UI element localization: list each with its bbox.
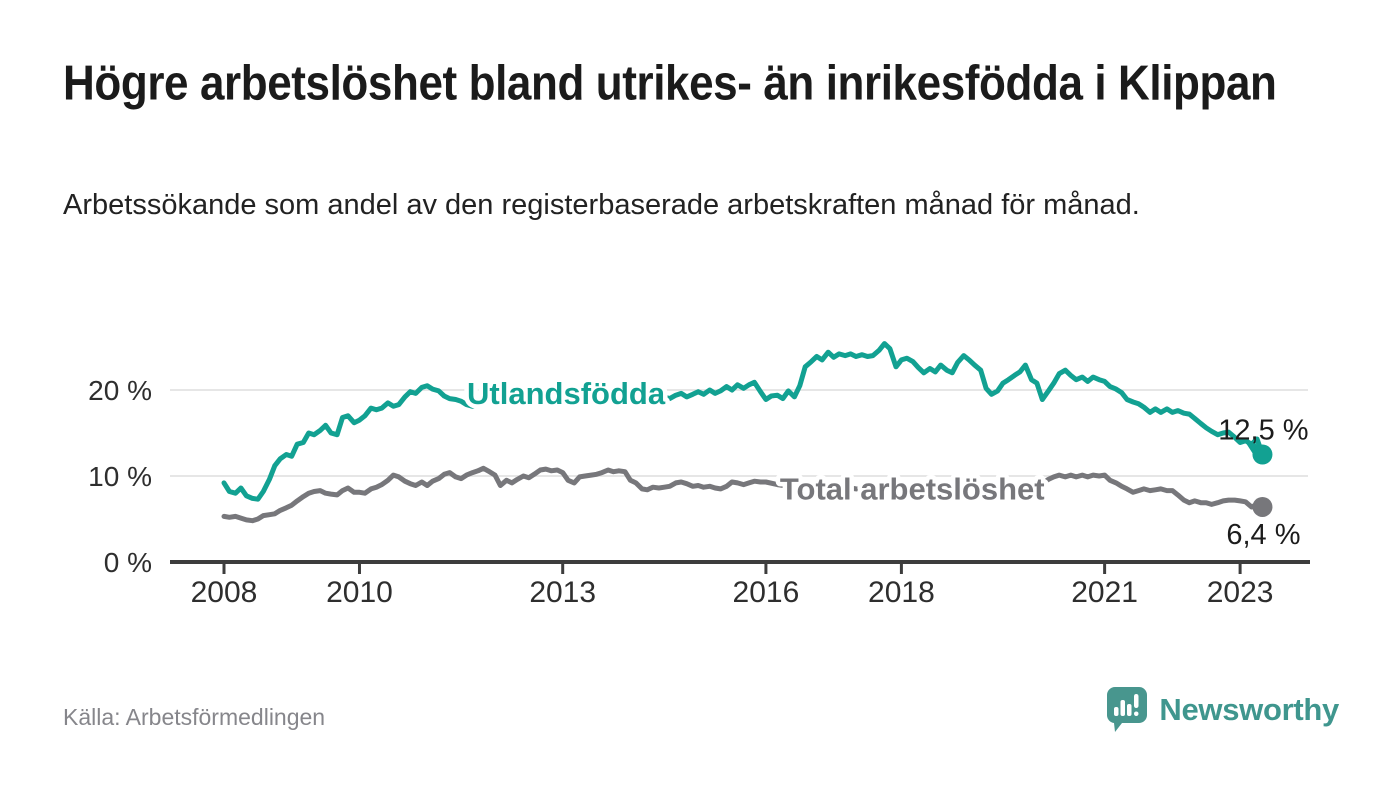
y-axis-tick-label: 10 % [88, 461, 152, 492]
series-line-utlandsfodda [221, 341, 1265, 502]
x-axis-tick-label: 2008 [191, 576, 258, 609]
x-axis-tick-label: 2010 [326, 576, 393, 609]
x-axis-tick-label: 2016 [733, 576, 800, 609]
series-label-utlandsfodda: Utlandsfödda [467, 376, 666, 411]
newsworthy-logo: Newsworthy [1106, 686, 1339, 734]
x-axis-tick-label: 2021 [1071, 576, 1138, 609]
end-dot-utlandsfodda [1252, 444, 1273, 465]
logo-exclamation-dot [1134, 711, 1139, 716]
x-axis-tick-label: 2018 [868, 576, 935, 609]
logo-bar-medium [1127, 704, 1132, 716]
header: Högre arbetslöshet bland utrikes- än inr… [63, 56, 1313, 221]
x-axis-tick-label: 2013 [529, 576, 596, 609]
series-line-total-arbetsloshet [221, 465, 1265, 524]
logo-exclamation-stem [1134, 694, 1139, 708]
y-axis-tick-label: 0 % [104, 547, 152, 578]
end-value-label-utlandsfodda: 12,5 % [1218, 415, 1308, 447]
x-axis-tick-label: 2023 [1207, 576, 1274, 609]
logo-bar-small [1114, 707, 1119, 716]
end-value-label-total-arbetsloshet: 6,4 % [1226, 519, 1300, 551]
newsworthy-logo-text: Newsworthy [1159, 692, 1339, 727]
end-dot-total-arbetsloshet [1252, 496, 1273, 517]
page-subtitle: Arbetssökande som andel av den registerb… [63, 189, 1140, 221]
source-note: Källa: Arbetsförmedlingen [63, 704, 326, 730]
newsworthy-logo-icon [1107, 687, 1148, 732]
y-axis-tick-label: 20 % [88, 375, 152, 406]
series-label-total-arbetsloshet: Total arbetslöshet [780, 471, 1045, 506]
page-title: Högre arbetslöshet bland utrikes- än inr… [63, 56, 1277, 111]
logo-bar-tall [1120, 700, 1126, 716]
